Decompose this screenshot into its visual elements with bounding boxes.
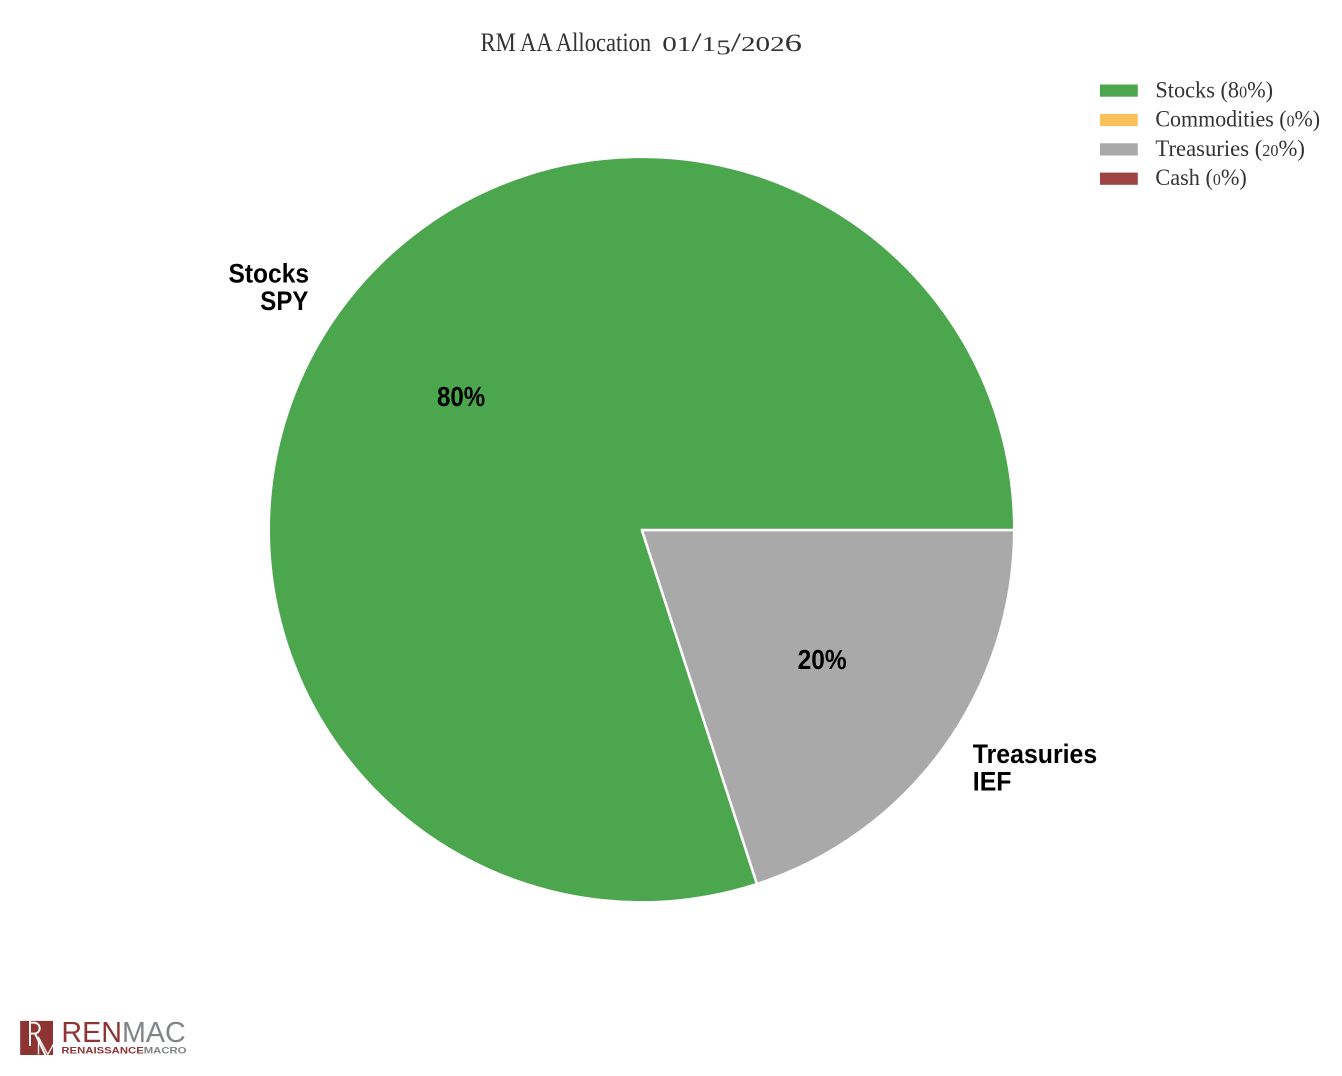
svg-text:SPY: SPY [260,286,308,316]
svg-text:Stocks: Stocks [229,259,310,289]
svg-text:Stocks (80%): Stocks (80%) [1155,78,1273,103]
svg-text:Commodities (0%): Commodities (0%) [1155,107,1320,132]
svg-text:20%: 20% [798,644,847,675]
svg-text:IEF: IEF [973,767,1012,797]
svg-text:Cash (0%): Cash (0%) [1155,165,1246,190]
svg-text:RENMAC: RENMAC [61,1017,185,1049]
svg-text:RM AA Allocation: RM AA Allocation [481,27,652,57]
svg-text:Treasuries (20%): Treasuries (20%) [1155,136,1305,161]
svg-text:Treasuries: Treasuries [973,739,1097,769]
svg-text:80%: 80% [437,381,485,412]
